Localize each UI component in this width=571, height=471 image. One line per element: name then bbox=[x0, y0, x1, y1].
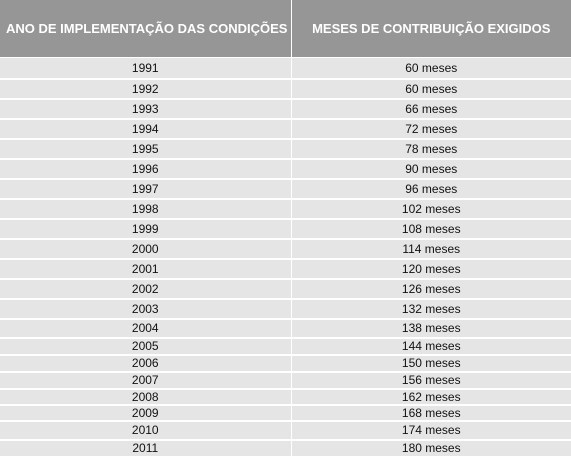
table-row: 1997 96 meses bbox=[0, 179, 571, 199]
cell-year: 2005 bbox=[0, 338, 291, 355]
cell-months: 72 meses bbox=[291, 119, 571, 139]
table-row: 1999 108 meses bbox=[0, 219, 571, 239]
cell-year: 1998 bbox=[0, 199, 291, 219]
table-header-row: ANO DE IMPLEMENTAÇÃO DAS CONDIÇÕES MESES… bbox=[0, 0, 571, 58]
table-row: 2007 156 meses bbox=[0, 372, 571, 389]
cell-months: 120 meses bbox=[291, 259, 571, 279]
cell-months: 102 meses bbox=[291, 199, 571, 219]
cell-year: 2000 bbox=[0, 239, 291, 259]
table-row: 1995 78 meses bbox=[0, 139, 571, 159]
table-body: 1991 60 meses 1992 60 meses 1993 66 meses 1994… bbox=[0, 58, 571, 457]
cell-year: 2010 bbox=[0, 421, 291, 440]
cell-months: 162 meses bbox=[291, 389, 571, 405]
table-row: 1993 66 meses bbox=[0, 99, 571, 119]
cell-year: 1994 bbox=[0, 119, 291, 139]
cell-year: 1997 bbox=[0, 179, 291, 199]
cell-months: 174 meses bbox=[291, 421, 571, 440]
table-row: 1994 72 meses bbox=[0, 119, 571, 139]
table-row: 2004 138 meses bbox=[0, 319, 571, 338]
cell-year: 2008 bbox=[0, 389, 291, 405]
cell-months: 180 meses bbox=[291, 440, 571, 457]
cell-year: 1999 bbox=[0, 219, 291, 239]
table-row: 2000 114 meses bbox=[0, 239, 571, 259]
cell-months: 168 meses bbox=[291, 405, 571, 421]
cell-year: 2003 bbox=[0, 299, 291, 319]
cell-year: 1996 bbox=[0, 159, 291, 179]
table-row: 2002 126 meses bbox=[0, 279, 571, 299]
table-row: 2001 120 meses bbox=[0, 259, 571, 279]
cell-year: 1993 bbox=[0, 99, 291, 119]
cell-year: 1991 bbox=[0, 58, 291, 79]
cell-year: 2009 bbox=[0, 405, 291, 421]
cell-year: 2011 bbox=[0, 440, 291, 457]
table-row: 2003 132 meses bbox=[0, 299, 571, 319]
cell-year: 1995 bbox=[0, 139, 291, 159]
contribution-table: ANO DE IMPLEMENTAÇÃO DAS CONDIÇÕES MESES… bbox=[0, 0, 571, 458]
table-row: 2009 168 meses bbox=[0, 405, 571, 421]
cell-year: 2002 bbox=[0, 279, 291, 299]
cell-months: 60 meses bbox=[291, 79, 571, 99]
cell-months: 60 meses bbox=[291, 58, 571, 79]
cell-months: 108 meses bbox=[291, 219, 571, 239]
cell-year: 2007 bbox=[0, 372, 291, 389]
table-row: 1992 60 meses bbox=[0, 79, 571, 99]
cell-months: 126 meses bbox=[291, 279, 571, 299]
table-row: 2011 180 meses bbox=[0, 440, 571, 457]
table-row: 2006 150 meses bbox=[0, 355, 571, 372]
table-row: 1991 60 meses bbox=[0, 58, 571, 79]
cell-months: 66 meses bbox=[291, 99, 571, 119]
header-year: ANO DE IMPLEMENTAÇÃO DAS CONDIÇÕES bbox=[0, 0, 291, 58]
cell-year: 2006 bbox=[0, 355, 291, 372]
cell-months: 132 meses bbox=[291, 299, 571, 319]
table-row: 2005 144 meses bbox=[0, 338, 571, 355]
cell-months: 90 meses bbox=[291, 159, 571, 179]
cell-months: 144 meses bbox=[291, 338, 571, 355]
cell-months: 114 meses bbox=[291, 239, 571, 259]
cell-year: 2004 bbox=[0, 319, 291, 338]
table-row: 1996 90 meses bbox=[0, 159, 571, 179]
cell-months: 156 meses bbox=[291, 372, 571, 389]
cell-months: 138 meses bbox=[291, 319, 571, 338]
cell-months: 96 meses bbox=[291, 179, 571, 199]
cell-months: 150 meses bbox=[291, 355, 571, 372]
table-row: 2010 174 meses bbox=[0, 421, 571, 440]
cell-year: 1992 bbox=[0, 79, 291, 99]
table-row: 1998 102 meses bbox=[0, 199, 571, 219]
header-months: MESES DE CONTRIBUIÇÃO EXIGIDOS bbox=[291, 0, 571, 58]
table-row: 2008 162 meses bbox=[0, 389, 571, 405]
cell-year: 2001 bbox=[0, 259, 291, 279]
cell-months: 78 meses bbox=[291, 139, 571, 159]
